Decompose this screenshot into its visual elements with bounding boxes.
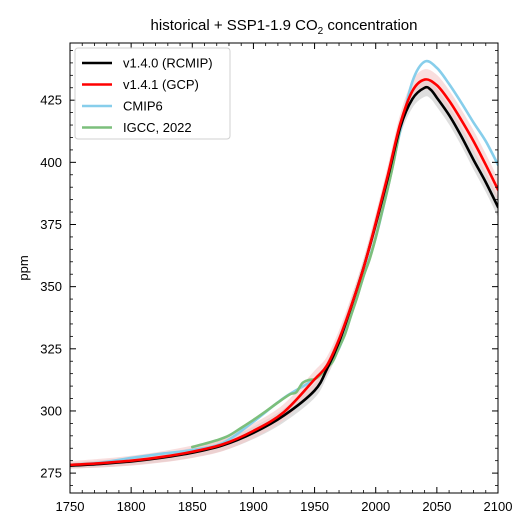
x-tick-label: 1900	[239, 499, 268, 514]
y-tick-label: 275	[40, 466, 62, 481]
legend: v1.4.0 (RCMIP) v1.4.1 (GCP) CMIP6 IGCC, 202…	[74, 47, 231, 140]
chart-title-prefix: historical + SSP1-1.9 CO	[151, 17, 318, 34]
y-tick-label: 425	[40, 93, 62, 108]
series-lines	[70, 59, 498, 467]
legend-label: v1.4.0 (RCMIP)	[123, 56, 213, 71]
x-tick-label: 2000	[361, 499, 390, 514]
y-axis-label: ppm	[16, 255, 31, 280]
axis-tick-labels: 1750 1800 1850 1900 1950 2000 2050 2100 275 300 32…	[40, 93, 512, 514]
y-tick-label: 375	[40, 217, 62, 232]
x-tick-label: 1750	[56, 499, 85, 514]
chart-title: historical + SSP1-1.9 CO2 concentration	[151, 17, 418, 37]
x-tick-label: 1950	[300, 499, 329, 514]
y-tick-label: 350	[40, 279, 62, 294]
legend-label: IGCC, 2022	[123, 120, 192, 135]
y-tick-label: 400	[40, 155, 62, 170]
y-tick-label: 300	[40, 403, 62, 418]
chart-title-subscript: 2	[318, 26, 324, 37]
legend-label: v1.4.1 (GCP)	[123, 77, 199, 92]
chart-title-suffix: concentration	[323, 17, 417, 34]
plot-frame	[69, 42, 499, 494]
legend-item-cmip6: CMIP6	[82, 99, 163, 114]
x-tick-label: 1850	[178, 499, 207, 514]
legend-item-v1-4-0-rcmip: v1.4.0 (RCMIP)	[82, 56, 213, 71]
series-line-v1-4-1-gcp	[70, 78, 498, 467]
y-tick-label: 325	[40, 341, 62, 356]
x-tick-label: 2050	[422, 499, 451, 514]
legend-label: CMIP6	[123, 99, 163, 114]
legend-item-v1-4-1-gcp: v1.4.1 (GCP)	[82, 77, 199, 92]
legend-item-igcc-2022: IGCC, 2022	[82, 120, 192, 135]
x-tick-label: 1800	[117, 499, 146, 514]
x-tick-label: 2100	[484, 499, 513, 514]
legend-box	[74, 47, 231, 140]
